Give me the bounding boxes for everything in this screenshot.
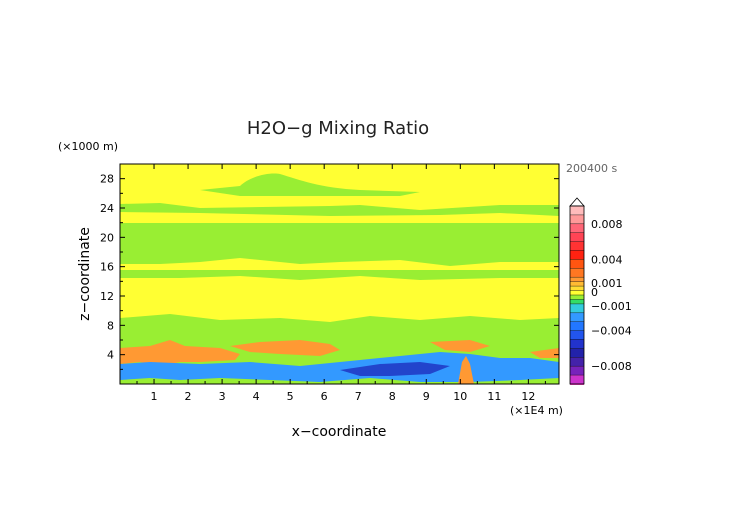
region-blue-dark bbox=[340, 362, 450, 376]
colorbar-segment bbox=[570, 214, 584, 224]
y-tick-label: 28 bbox=[100, 173, 114, 186]
chart-title: H2O−g Mixing Ratio bbox=[247, 118, 429, 139]
colorbar-segment bbox=[570, 375, 584, 384]
colorbar-segment bbox=[570, 348, 584, 358]
colorbar-label: −0.001 bbox=[591, 300, 632, 313]
colorbar-arrow bbox=[569, 197, 585, 207]
colorbar-segment bbox=[570, 330, 584, 340]
colorbar-segment bbox=[570, 206, 584, 215]
colorbar-segment bbox=[570, 259, 584, 269]
x-tick-label: 6 bbox=[321, 390, 328, 403]
colorbar-segment bbox=[570, 339, 584, 349]
region-green-band-22 bbox=[120, 203, 559, 216]
y-tick-label: 8 bbox=[107, 319, 114, 332]
colorbar-label: −0.008 bbox=[591, 360, 632, 373]
colorbar-segment bbox=[570, 299, 584, 304]
x-axis-label: x−coordinate bbox=[292, 424, 387, 440]
colorbar-segment bbox=[570, 312, 584, 322]
y-axis-label: z−coordinate bbox=[77, 227, 93, 321]
region-green-band-16 bbox=[120, 223, 559, 266]
colorbar-label: 0.008 bbox=[591, 218, 623, 231]
region-green-band-12 bbox=[120, 270, 559, 280]
x-tick-label: 9 bbox=[423, 390, 430, 403]
x-tick-label: 4 bbox=[253, 390, 260, 403]
colorbar-segment bbox=[570, 250, 584, 260]
colorbar-segment bbox=[570, 281, 584, 287]
colorbar-segment bbox=[570, 295, 584, 300]
colorbar-label: 0.001 bbox=[591, 277, 623, 290]
colorbar-label: −0.004 bbox=[591, 325, 632, 338]
y-axis-ticks: 4 8 12 16 20 24 28 bbox=[100, 173, 559, 370]
colorbar-segment bbox=[570, 241, 584, 251]
x-tick-label: 10 bbox=[453, 390, 467, 403]
x-tick-label: 7 bbox=[355, 390, 362, 403]
colorbar-segment bbox=[570, 277, 584, 282]
colorbar-segment bbox=[570, 384, 584, 385]
y-tick-label: 12 bbox=[100, 290, 114, 303]
plot-frame bbox=[119, 163, 560, 385]
x-tick-label: 3 bbox=[219, 390, 226, 403]
colorbar-frame bbox=[569, 205, 585, 385]
colorbar-segment bbox=[570, 268, 584, 278]
colorbar-segment bbox=[570, 286, 584, 291]
colorbar-segments bbox=[570, 205, 584, 385]
time-label: 200400 s bbox=[566, 162, 617, 175]
region-orange bbox=[120, 340, 240, 366]
colorbar-segment bbox=[570, 232, 584, 242]
colorbar-segment bbox=[570, 303, 584, 313]
colorbar-label: 0.004 bbox=[591, 253, 623, 266]
colorbar-segment bbox=[570, 357, 584, 367]
colorbar-segment bbox=[570, 223, 584, 233]
y-unit-label: (×1000 m) bbox=[58, 140, 118, 153]
x-tick-label: 11 bbox=[487, 390, 501, 403]
y-tick-label: 20 bbox=[100, 231, 114, 244]
colorbar-segment bbox=[570, 290, 584, 295]
region-orange-mid bbox=[230, 340, 340, 356]
y-tick-label: 16 bbox=[100, 261, 114, 274]
colorbar-segment bbox=[570, 321, 584, 331]
x-axis-ticks: 1 2 3 4 5 6 7 8 9 10 11 12 bbox=[136, 164, 546, 403]
x-tick-label: 12 bbox=[521, 390, 535, 403]
x-unit-label: (×1E4 m) bbox=[510, 404, 563, 417]
region-orange-edge bbox=[530, 348, 559, 358]
heatmap-field bbox=[120, 164, 559, 384]
region-orange-right bbox=[430, 340, 490, 352]
y-tick-label: 24 bbox=[100, 202, 114, 215]
region-orange-plume bbox=[458, 356, 474, 384]
region-blue bbox=[120, 352, 559, 382]
y-tick-label: 4 bbox=[107, 349, 114, 362]
colorbar-label: 0 bbox=[591, 286, 598, 299]
region-green-top bbox=[200, 173, 440, 196]
x-tick-label: 5 bbox=[287, 390, 294, 403]
x-tick-label: 8 bbox=[389, 390, 396, 403]
colorbar-segment bbox=[570, 366, 584, 376]
x-tick-label: 1 bbox=[151, 390, 158, 403]
x-tick-label: 2 bbox=[185, 390, 192, 403]
